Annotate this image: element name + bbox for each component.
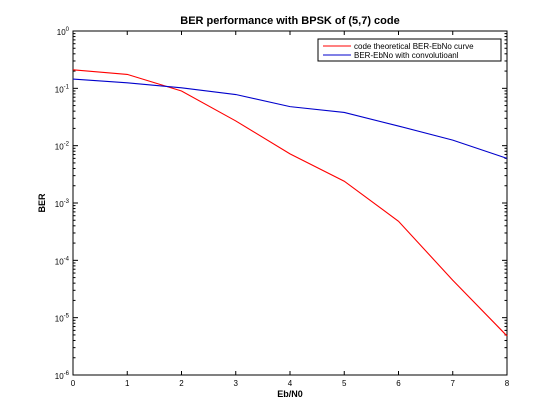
y-tick-label: 10-2 [55, 142, 70, 152]
plot-area: 0 1 2 3 4 5 6 7 8 100 10-1 10-2 10-3 10-4 10-5 10-6 [55, 27, 510, 388]
y-tick-label: 10-3 [55, 199, 70, 209]
y-tick-label: 10-1 [55, 84, 70, 94]
x-tick-label: 5 [342, 379, 347, 388]
x-tick-label: 8 [505, 379, 510, 388]
y-tick-label: 10-6 [55, 371, 70, 381]
legend: code theoretical BER-EbNo curveBER-EbNo … [317, 38, 502, 62]
x-tick-label: 7 [451, 379, 456, 388]
y-axis-label: BER [37, 193, 47, 213]
chart-title: BER performance with BPSK of (5,7) code [180, 15, 399, 27]
x-tick-label: 3 [234, 379, 239, 388]
series-line-2 [72, 78, 508, 159]
x-tick-label: 0 [71, 379, 76, 388]
x-tick-label: 4 [288, 379, 293, 388]
legend-entry-2: BER-EbNo with convolutioanl [354, 51, 459, 60]
x-axis-label: Eb/N0 [277, 389, 303, 399]
legend-box [317, 38, 502, 62]
x-tick-label: 1 [125, 379, 130, 388]
x-tick-label: 2 [179, 379, 184, 388]
y-tick-label: 10-5 [55, 314, 70, 324]
series-line-1 [72, 69, 508, 337]
y-tick-label: 10-4 [55, 256, 70, 266]
x-tick-label: 6 [396, 379, 401, 388]
legend-entry-1: code theoretical BER-EbNo curve [354, 42, 474, 51]
y-tick-label: 100 [57, 27, 70, 37]
